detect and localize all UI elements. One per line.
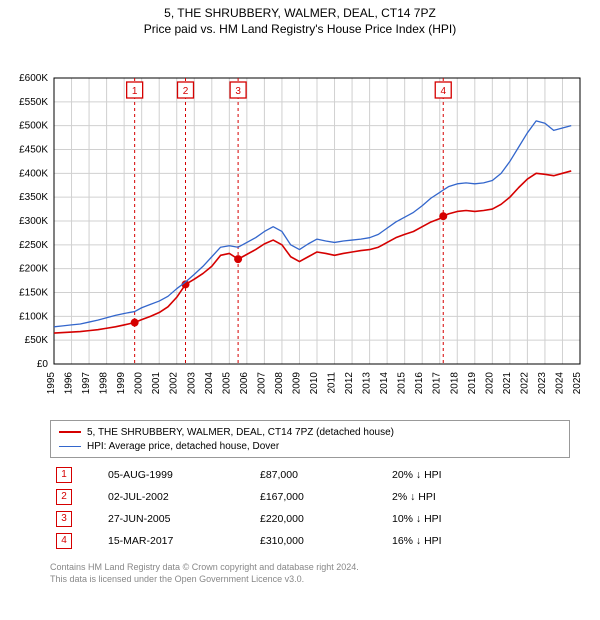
svg-text:£550K: £550K	[19, 97, 48, 108]
footer-line: This data is licensed under the Open Gov…	[50, 574, 570, 586]
event-price: £310,000	[254, 530, 386, 552]
svg-text:2011: 2011	[327, 372, 338, 394]
svg-text:2016: 2016	[414, 372, 425, 395]
legend-swatch-icon	[59, 446, 81, 447]
event-row: 1 05-AUG-1999£87,00020% ↓ HPI	[50, 464, 570, 486]
svg-text:3: 3	[235, 86, 241, 97]
svg-text:2009: 2009	[291, 372, 302, 395]
svg-text:£300K: £300K	[19, 216, 48, 227]
svg-text:2001: 2001	[151, 372, 162, 395]
legend-label: 5, THE SHRUBBERY, WALMER, DEAL, CT14 7PZ…	[87, 427, 394, 438]
event-date: 15-MAR-2017	[102, 530, 254, 552]
svg-text:2013: 2013	[362, 372, 373, 395]
svg-text:£100K: £100K	[19, 311, 48, 322]
event-row: 3 27-JUN-2005£220,00010% ↓ HPI	[50, 508, 570, 530]
price-chart: £0 £50K £100K £150K £200K £250K £300K £350K £400…	[0, 36, 600, 416]
svg-text:£350K: £350K	[19, 192, 48, 203]
event-badge-icon: 2	[56, 489, 72, 505]
event-delta: 2% ↓ HPI	[386, 486, 570, 508]
event-delta: 10% ↓ HPI	[386, 508, 570, 530]
svg-text:1997: 1997	[81, 372, 92, 395]
svg-text:4: 4	[440, 86, 446, 97]
svg-text:2007: 2007	[256, 372, 267, 395]
svg-text:2000: 2000	[134, 372, 145, 395]
chart-titles: 5, THE SHRUBBERY, WALMER, DEAL, CT14 7PZ…	[0, 0, 600, 36]
footer-attribution: Contains HM Land Registry data © Crown c…	[50, 562, 570, 585]
svg-text:£600K: £600K	[19, 73, 48, 84]
event-price: £220,000	[254, 508, 386, 530]
svg-text:£200K: £200K	[19, 264, 48, 275]
svg-text:2018: 2018	[449, 372, 460, 395]
svg-text:2002: 2002	[169, 372, 180, 395]
event-date: 27-JUN-2005	[102, 508, 254, 530]
svg-text:2014: 2014	[379, 372, 390, 395]
events-table: 1 05-AUG-1999£87,00020% ↓ HPI 2 02-JUL-2002…	[50, 464, 570, 552]
svg-text:£250K: £250K	[19, 240, 48, 251]
event-date: 05-AUG-1999	[102, 464, 254, 486]
svg-text:2: 2	[183, 86, 189, 97]
event-badge-icon: 1	[56, 467, 72, 483]
footer-line: Contains HM Land Registry data © Crown c…	[50, 562, 570, 574]
svg-text:2010: 2010	[309, 372, 320, 395]
event-price: £167,000	[254, 486, 386, 508]
svg-text:£500K: £500K	[19, 121, 48, 132]
event-date: 02-JUL-2002	[102, 486, 254, 508]
svg-text:£150K: £150K	[19, 288, 48, 299]
legend-item-hpi: HPI: Average price, detached house, Dove…	[59, 439, 561, 453]
svg-text:1995: 1995	[46, 372, 57, 395]
svg-text:2004: 2004	[204, 372, 215, 395]
event-price: £87,000	[254, 464, 386, 486]
svg-text:£0: £0	[37, 359, 49, 370]
legend-label: HPI: Average price, detached house, Dove…	[87, 441, 279, 452]
chart-container: 5, THE SHRUBBERY, WALMER, DEAL, CT14 7PZ…	[0, 0, 600, 585]
event-badge-icon: 3	[56, 511, 72, 527]
svg-text:2021: 2021	[502, 372, 513, 395]
svg-text:2017: 2017	[432, 372, 443, 395]
svg-text:1: 1	[132, 86, 138, 97]
legend: 5, THE SHRUBBERY, WALMER, DEAL, CT14 7PZ…	[50, 420, 570, 458]
svg-text:1998: 1998	[99, 372, 110, 395]
svg-text:2025: 2025	[572, 372, 583, 395]
title-main: 5, THE SHRUBBERY, WALMER, DEAL, CT14 7PZ	[0, 6, 600, 20]
svg-text:2003: 2003	[186, 372, 197, 395]
title-sub: Price paid vs. HM Land Registry's House …	[0, 22, 600, 36]
svg-text:2019: 2019	[467, 372, 478, 395]
svg-text:2015: 2015	[397, 372, 408, 395]
svg-text:£50K: £50K	[25, 335, 49, 346]
svg-text:2008: 2008	[274, 372, 285, 395]
event-delta: 20% ↓ HPI	[386, 464, 570, 486]
svg-text:2005: 2005	[221, 372, 232, 395]
svg-text:1996: 1996	[64, 372, 75, 395]
svg-text:2006: 2006	[239, 372, 250, 395]
svg-text:2020: 2020	[484, 372, 495, 395]
svg-text:2022: 2022	[519, 372, 530, 395]
event-row: 4 15-MAR-2017£310,00016% ↓ HPI	[50, 530, 570, 552]
svg-text:2012: 2012	[344, 372, 355, 395]
svg-text:£400K: £400K	[19, 168, 48, 179]
svg-text:2023: 2023	[537, 372, 548, 395]
legend-item-property: 5, THE SHRUBBERY, WALMER, DEAL, CT14 7PZ…	[59, 425, 561, 439]
svg-text:£450K: £450K	[19, 145, 48, 156]
event-badge-icon: 4	[56, 533, 72, 549]
svg-text:2024: 2024	[554, 372, 565, 395]
event-delta: 16% ↓ HPI	[386, 530, 570, 552]
svg-text:1999: 1999	[116, 372, 127, 395]
event-row: 2 02-JUL-2002£167,0002% ↓ HPI	[50, 486, 570, 508]
legend-swatch-icon	[59, 431, 81, 433]
